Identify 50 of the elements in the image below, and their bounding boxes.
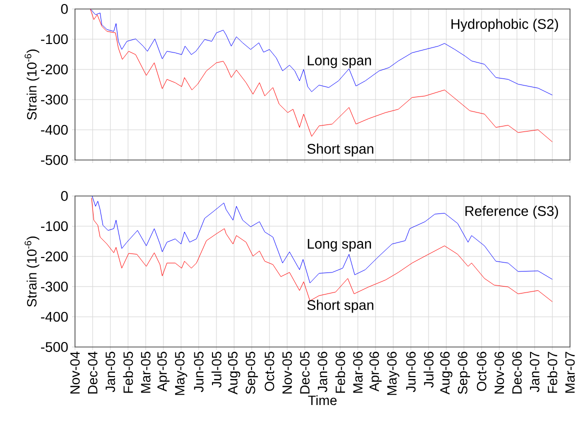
y-tick-label: -300 — [41, 282, 68, 292]
y-tick-label: 0 — [61, 191, 68, 201]
x-tick-label: May-05 — [174, 352, 188, 395]
y-tick-label: -400 — [41, 124, 68, 135]
x-tick-label: Feb-06 — [335, 352, 346, 393]
x-tick-label: Dec-04 — [88, 352, 98, 394]
y-axis-title: Strain (10$^{-6}$) — [24, 50, 40, 120]
x-tick-label: Apr-05 — [157, 352, 170, 392]
y-tick-label: -200 — [41, 251, 68, 262]
series-label: Long span — [308, 56, 371, 68]
y-tick-label: -100 — [41, 34, 68, 44]
x-tick-label: Sep-06 — [458, 352, 470, 394]
x-tick-label: Nov-05 — [282, 352, 292, 394]
text: Reference (S3) — [465, 206, 558, 219]
x-tick-label: Jan-07 — [530, 352, 540, 392]
x-axis-title: Time — [308, 395, 337, 406]
x-tick-label: Jun-06 — [406, 352, 416, 392]
x-tick-label: Jan-06 — [318, 352, 328, 392]
y-tick-label: -100 — [41, 221, 68, 232]
x-tick-label: Apr-06 — [369, 352, 382, 392]
x-tick-label: Jan-05 — [106, 352, 116, 392]
x-tick-label: Jul-05 — [211, 352, 222, 388]
x-tick-label: May-06 — [387, 352, 400, 395]
x-tick-label: Oct-06 — [476, 352, 486, 391]
x-tick-label: Nov-04 — [70, 352, 80, 394]
x-tick-label: Jul-06 — [424, 352, 434, 388]
x-tick-label: Feb-05 — [123, 352, 133, 393]
x-tick-label: Aug-05 — [228, 352, 240, 395]
y-tick-label: -500 — [41, 155, 68, 165]
y-axis-title: Strain (10$^{-6}$) — [24, 236, 40, 307]
x-tick-label: Mar-07 — [565, 352, 575, 393]
series-label: Short span — [307, 300, 374, 313]
y-tick-label: -300 — [41, 94, 68, 105]
x-tick-label: Aug-06 — [440, 352, 452, 395]
x-tick-label: Oct-05 — [264, 352, 274, 391]
y-tick-label: -400 — [41, 312, 68, 322]
x-tick-label: Sep-05 — [246, 352, 258, 394]
series-label: Long span — [308, 238, 371, 252]
x-tick-label: Nov-06 — [494, 352, 504, 394]
y-tick-label: -500 — [41, 342, 68, 352]
x-tick-label: Dec-05 — [300, 352, 310, 394]
x-tick-label: Mar-06 — [353, 352, 363, 393]
text: Hydrophobic (S2) — [452, 18, 558, 32]
x-tick-label: Dec-06 — [512, 352, 522, 394]
y-tick-label: -200 — [41, 64, 68, 74]
y-tick-label: 0 — [61, 4, 68, 14]
x-tick-label: Mar-05 — [140, 352, 150, 393]
x-tick-label: Feb-07 — [547, 352, 558, 393]
x-tick-label: Jun-05 — [194, 352, 204, 392]
series-label: Short span — [307, 144, 374, 157]
